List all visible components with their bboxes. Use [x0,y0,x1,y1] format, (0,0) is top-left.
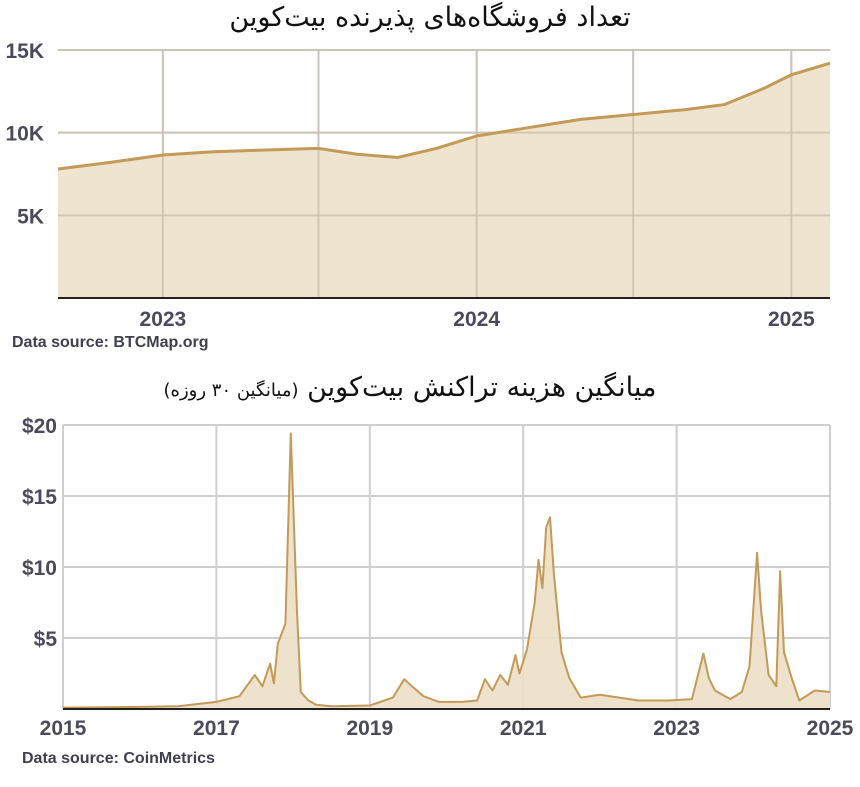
x-tick-label: 2023 [653,717,700,740]
chart1-source: Data source: BTCMap.org [12,334,209,351]
chart2-source: Data source: CoinMetrics [22,750,215,767]
chart2-title: میانگین هزینه تراکنش بیت‌کوین (میانگین ۳… [20,372,800,403]
series-area [58,63,830,299]
x-tick-label: 2021 [500,717,547,740]
x-tick-label: 2024 [453,308,500,331]
chart1-plot: 5K 10K 15K 2023 2024 2025 [5,40,831,331]
y-tick-label: 5K [17,205,44,228]
y-tick-label: $5 [34,628,58,651]
series-line [62,432,831,709]
series-area [63,433,830,709]
series-line [57,61,831,171]
chart2-title-main: میانگین هزینه تراکنش بیت‌کوین [307,372,657,403]
y-tick-label: 15K [5,40,44,63]
x-tick-label: 2025 [807,717,854,740]
x-tick-label: 2019 [346,717,393,740]
x-tick-label: 2023 [140,308,187,331]
y-tick-label: 10K [5,123,44,146]
x-tick-label: 2025 [768,308,815,331]
y-tick-label: $15 [22,486,57,509]
x-tick-label: 2015 [40,717,87,740]
y-tick-label: $20 [22,415,57,438]
y-tick-label: $10 [22,557,57,580]
chart2-title-sub: (میانگین ۳۰ روزه) [163,380,299,401]
x-tick-label: 2017 [193,717,240,740]
chart1-title: تعداد فروشگاه‌های پذیرنده بیت‌کوین [229,2,631,33]
